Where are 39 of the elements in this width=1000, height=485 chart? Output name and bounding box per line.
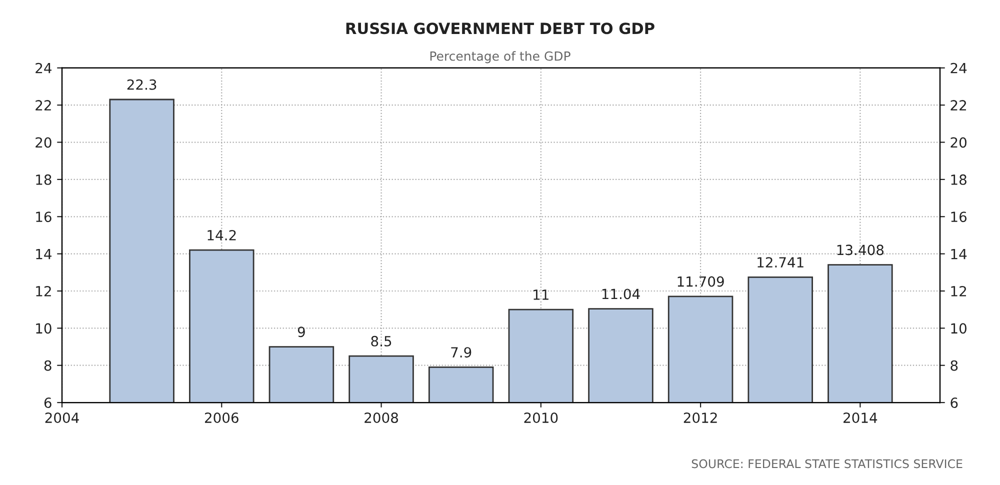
data-label: 14.2 bbox=[208, 230, 236, 240]
y2-tick-label: 12 bbox=[951, 286, 966, 296]
y2-tick-label: 24 bbox=[950, 62, 967, 74]
y2-tick-label: 20 bbox=[950, 137, 966, 148]
y-tick-label: 16 bbox=[36, 212, 52, 222]
chart-subtitle: Percentage of the GDP bbox=[430, 51, 570, 64]
y2-tick-label: 8 bbox=[950, 360, 958, 371]
x-tick-label: 2014 bbox=[844, 412, 878, 424]
x-tick-label: 2008 bbox=[364, 412, 398, 424]
y-tick-label: 12 bbox=[36, 286, 51, 296]
data-label: 11 bbox=[534, 290, 548, 300]
data-label: 8.5 bbox=[371, 336, 392, 346]
y2-tick-label: 6 bbox=[950, 398, 958, 408]
y2-tick-label: 14 bbox=[951, 248, 967, 260]
y-tick-label: 22 bbox=[36, 100, 51, 110]
y2-tick-label: 22 bbox=[950, 100, 966, 110]
data-label: 9 bbox=[298, 326, 305, 338]
y-tick-label: 8 bbox=[44, 360, 52, 371]
data-label: 22.3 bbox=[127, 79, 156, 90]
data-label: 7.9 bbox=[451, 347, 472, 358]
y-tick-label: 20 bbox=[36, 137, 52, 148]
y-tick-label: 24 bbox=[36, 62, 52, 74]
y-tick-label: 10 bbox=[36, 323, 52, 334]
data-label: 11.04 bbox=[602, 288, 640, 300]
y2-tick-label: 16 bbox=[951, 212, 967, 222]
chart-title: RUSSIA GOVERNMENT DEBT TO GDP bbox=[346, 22, 654, 34]
x-tick-label: 2010 bbox=[524, 412, 558, 424]
source-note: SOURCE: FEDERAL STATE STATISTICS SERVICE bbox=[692, 459, 962, 468]
data-label: 11.709 bbox=[678, 276, 724, 287]
x-tick-label: 2006 bbox=[204, 412, 238, 424]
x-tick-label: 2004 bbox=[45, 412, 79, 424]
y-tick-label: 14 bbox=[36, 248, 52, 260]
data-label: 12.741 bbox=[758, 257, 804, 268]
y2-tick-label: 10 bbox=[951, 323, 966, 334]
data-label: 13.408 bbox=[837, 244, 884, 256]
x-tick-label: 2012 bbox=[684, 412, 717, 424]
y-tick-label: 6 bbox=[44, 398, 52, 408]
y2-tick-label: 18 bbox=[951, 174, 966, 185]
y-tick-label: 18 bbox=[36, 174, 52, 185]
